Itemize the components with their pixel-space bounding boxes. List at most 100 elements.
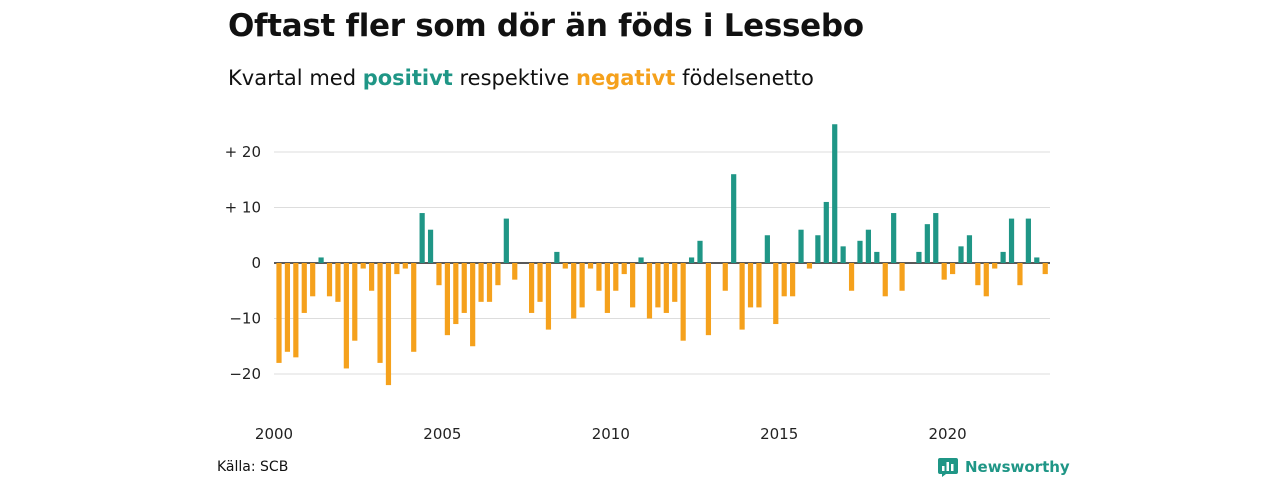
bar (453, 263, 459, 325)
bar (310, 263, 316, 297)
subtitle-text-post: födelsenetto (675, 66, 814, 90)
bar (950, 263, 956, 275)
bar (722, 263, 728, 291)
bar (865, 229, 871, 263)
bar (747, 263, 754, 308)
bar (815, 235, 821, 263)
bar (461, 263, 467, 313)
bar (916, 251, 922, 263)
bar (992, 263, 998, 269)
chart-subtitle: Kvartal med positivt respektive negativt… (228, 66, 814, 90)
bar (764, 235, 770, 263)
bar (276, 263, 282, 363)
bar (630, 263, 636, 308)
bar (486, 263, 493, 302)
bar (444, 263, 450, 336)
subtitle-text-mid: respektive (452, 66, 577, 90)
bar (739, 263, 745, 330)
x-tick-label: 2020 (929, 425, 967, 443)
bar (335, 263, 341, 302)
y-tick-label: −10 (229, 310, 261, 328)
bar (1017, 263, 1023, 286)
bar (318, 257, 324, 263)
bar (933, 213, 939, 263)
x-tick-label: 2015 (760, 425, 798, 443)
bar (966, 235, 973, 263)
bar (646, 263, 653, 319)
bar (394, 263, 400, 275)
bar (655, 263, 661, 308)
x-tick-label: 2000 (255, 425, 293, 443)
bar (352, 263, 358, 341)
bar (301, 263, 307, 313)
bar (975, 263, 981, 286)
bar (983, 263, 989, 297)
bar (697, 240, 703, 263)
subtitle-negative-label: negativt (576, 66, 676, 90)
bar (495, 263, 501, 286)
bar (604, 263, 610, 313)
bar (899, 263, 905, 291)
x-tick-label: 2010 (592, 425, 630, 443)
bar (680, 263, 686, 341)
y-tick-label: + 10 (225, 199, 261, 217)
bar (924, 224, 930, 263)
bar (503, 218, 509, 263)
bar (385, 263, 392, 386)
bar (613, 263, 619, 291)
bar (554, 251, 560, 263)
bar (663, 263, 669, 313)
bar (848, 263, 855, 291)
bar (326, 263, 333, 297)
bar (377, 263, 383, 363)
newsworthy-logo: Newsworthy (937, 456, 1070, 478)
bar (823, 201, 829, 263)
bar (638, 257, 644, 263)
y-tick-label: 0 (251, 254, 261, 272)
bar (1034, 257, 1040, 263)
bar (840, 246, 846, 263)
bar (891, 213, 897, 263)
bar (562, 263, 568, 269)
x-tick-label: 2005 (423, 425, 461, 443)
source-note: Källa: SCB (217, 459, 289, 475)
bar (436, 263, 442, 286)
bar (427, 229, 434, 263)
bar (596, 263, 602, 291)
bar (545, 263, 552, 330)
bar (1008, 218, 1015, 263)
bar (419, 213, 425, 263)
bar (1000, 251, 1006, 263)
bar (402, 263, 408, 269)
bar (284, 263, 291, 352)
bar (512, 263, 518, 280)
bar-chart-logo-icon (938, 458, 958, 477)
bar (1025, 218, 1031, 263)
bar (1042, 263, 1048, 275)
bar (773, 263, 779, 325)
bar (369, 263, 375, 291)
y-tick-label: + 20 (225, 143, 261, 161)
subtitle-text-pre: Kvartal med (228, 66, 363, 90)
bar (688, 257, 695, 263)
chart-title: Oftast fler som dör än föds i Lessebo (228, 8, 864, 44)
bar (621, 263, 627, 275)
bar (874, 251, 880, 263)
subtitle-positive-label: positivt (362, 66, 453, 90)
bar (411, 263, 417, 352)
bar (781, 263, 787, 297)
bar (579, 263, 585, 308)
bar (360, 263, 366, 269)
y-tick-label: −20 (229, 365, 261, 383)
bar (672, 263, 678, 302)
brand-name: Newsworthy (965, 458, 1070, 476)
bar (343, 263, 349, 369)
bar (537, 263, 543, 302)
bar (832, 124, 838, 263)
bar (478, 263, 484, 302)
bar (705, 263, 712, 336)
bar (806, 263, 813, 269)
bar (587, 263, 594, 269)
bar (941, 263, 947, 280)
